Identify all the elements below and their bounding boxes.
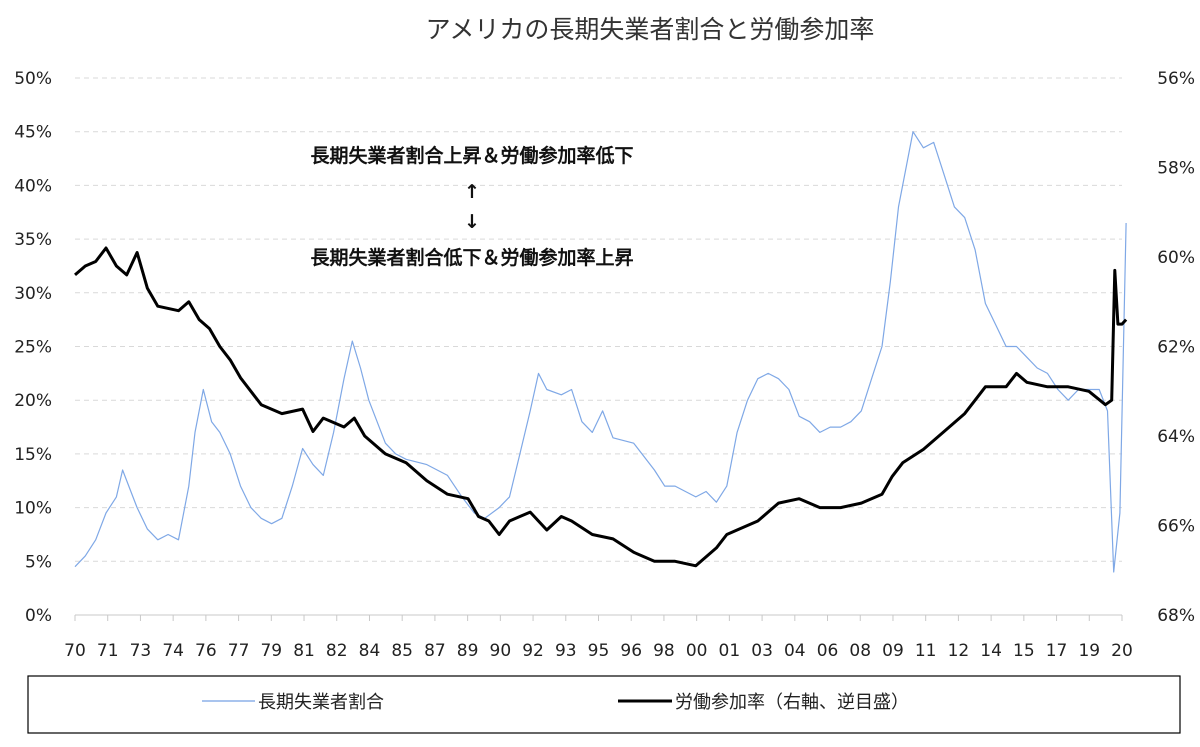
left-tick-label: 45% bbox=[14, 123, 52, 143]
left-tick-label: 20% bbox=[14, 391, 52, 411]
annotation-down-arrow: ↓ bbox=[464, 211, 480, 233]
x-tick-label: 03 bbox=[751, 641, 773, 661]
left-tick-label: 35% bbox=[14, 230, 52, 250]
x-tick-label: 92 bbox=[522, 641, 544, 661]
series-lines bbox=[74, 131, 1128, 573]
left-tick-label: 25% bbox=[14, 338, 52, 358]
left-axis-ticks: 0% 5% 10% 15% 20% 25% 30% 35% 40% 45% 50% bbox=[14, 69, 52, 626]
x-tick-label: 09 bbox=[882, 641, 904, 661]
annotation-up-arrow: ↑ bbox=[464, 181, 480, 203]
legend-box bbox=[27, 675, 1181, 734]
annotation-top: 長期失業者割合上昇＆労働参加率低下 bbox=[310, 144, 633, 167]
legend: 長期失業者割合 労働参加率（右軸、逆目盛） bbox=[27, 675, 1181, 734]
x-tick-label: 87 bbox=[424, 641, 446, 661]
x-tick-label: 15 bbox=[1013, 641, 1035, 661]
x-tick-label: 89 bbox=[457, 641, 479, 661]
left-tick-label: 10% bbox=[14, 499, 52, 519]
right-tick-label: 64% bbox=[1157, 427, 1195, 447]
left-tick-label: 40% bbox=[14, 176, 52, 196]
left-tick-label: 5% bbox=[25, 552, 52, 572]
right-tick-label: 62% bbox=[1157, 338, 1195, 358]
left-tick-label: 15% bbox=[14, 445, 52, 465]
x-tick-label: 73 bbox=[130, 641, 152, 661]
x-tick-label: 06 bbox=[817, 641, 839, 661]
x-tick-label: 85 bbox=[391, 641, 413, 661]
x-tick-label: 77 bbox=[228, 641, 250, 661]
legend-label-participation-rate: 労働参加率（右軸、逆目盛） bbox=[675, 692, 909, 713]
participation-rate-line bbox=[74, 246, 1128, 568]
right-tick-label: 56% bbox=[1157, 69, 1195, 89]
x-axis: 70 71 73 74 76 77 79 81 82 84 85 87 89 90 92 93 95 96 98 00… bbox=[64, 614, 1133, 661]
x-tick-label: 08 bbox=[849, 641, 871, 661]
right-tick-label: 60% bbox=[1157, 248, 1195, 268]
x-tick-label: 71 bbox=[97, 641, 119, 661]
x-tick-label: 84 bbox=[359, 641, 381, 661]
left-tick-label: 50% bbox=[14, 69, 52, 89]
x-tick-label: 93 bbox=[555, 641, 577, 661]
right-tick-label: 58% bbox=[1157, 159, 1195, 179]
x-tick-label: 20 bbox=[1111, 641, 1133, 661]
x-tick-label: 96 bbox=[620, 641, 642, 661]
x-tick-label: 81 bbox=[293, 641, 315, 661]
x-tick-label: 01 bbox=[719, 641, 741, 661]
long-term-unemployment-line bbox=[74, 131, 1127, 573]
annotation-bottom: 長期失業者割合低下＆労働参加率上昇 bbox=[310, 246, 633, 269]
chart-title: アメリカの長期失業者割合と労働参加率 bbox=[426, 15, 875, 44]
x-tick-label: 00 bbox=[686, 641, 708, 661]
x-tick-label: 98 bbox=[653, 641, 675, 661]
x-tick-label: 79 bbox=[260, 641, 282, 661]
right-axis-ticks: 56% 58% 60% 62% 64% 66% 68% bbox=[1157, 69, 1195, 626]
legend-label-long-term-unemployment: 長期失業者割合 bbox=[258, 692, 384, 713]
x-tick-label: 76 bbox=[195, 641, 217, 661]
x-tick-label: 19 bbox=[1078, 641, 1100, 661]
x-tick-label: 82 bbox=[326, 641, 348, 661]
left-tick-label: 0% bbox=[25, 606, 52, 626]
right-tick-label: 66% bbox=[1157, 517, 1195, 537]
x-tick-label: 12 bbox=[948, 641, 970, 661]
x-tick-label: 04 bbox=[784, 641, 806, 661]
x-tick-label: 70 bbox=[64, 641, 86, 661]
x-tick-label: 95 bbox=[588, 641, 610, 661]
gridlines bbox=[75, 77, 1122, 562]
left-tick-label: 30% bbox=[14, 284, 52, 304]
x-tick-label: 17 bbox=[1046, 641, 1068, 661]
x-tick-label: 11 bbox=[915, 641, 937, 661]
x-tick-label: 74 bbox=[162, 641, 184, 661]
x-tick-label: 14 bbox=[980, 641, 1002, 661]
x-tick-label: 90 bbox=[490, 641, 512, 661]
right-tick-label: 68% bbox=[1157, 606, 1195, 626]
